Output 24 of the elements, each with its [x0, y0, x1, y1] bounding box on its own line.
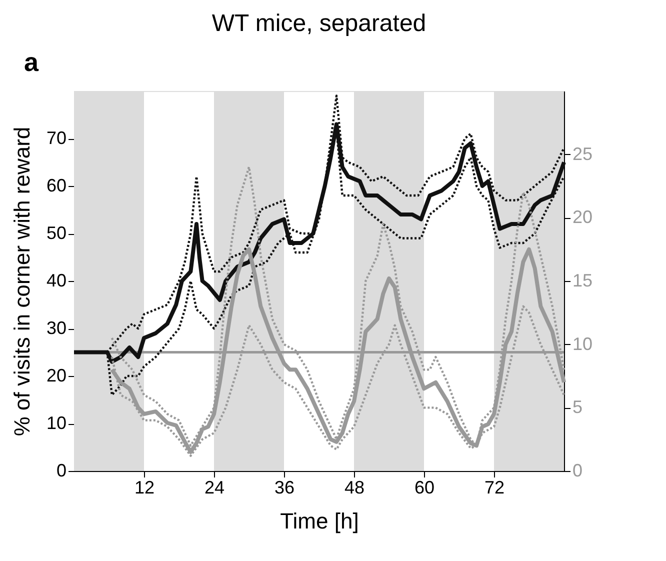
x-tick-label: 72	[484, 478, 505, 498]
y2-tick-label: 20	[572, 207, 593, 228]
y-tick-label: 60	[46, 176, 66, 196]
x-tick-label: 60	[414, 478, 435, 498]
y-tick-label: 70	[46, 128, 66, 148]
x-tick-label: 48	[344, 478, 365, 498]
y-axis-title: % of visits in corner with reward	[9, 126, 34, 436]
y-tick-label: 0	[56, 460, 66, 480]
y-tick-label: 20	[46, 366, 66, 386]
x-axis-title: Time [h]	[280, 508, 359, 534]
y2-tick-label: 25	[572, 144, 593, 164]
x-tick-label: 12	[134, 478, 155, 498]
y-tick-label: 10	[46, 413, 66, 433]
y-tick-label: 50	[46, 223, 66, 243]
chart-title: WT mice, separated	[212, 10, 426, 37]
y-tick-label: 30	[46, 318, 66, 338]
x-tick-label: 24	[204, 478, 225, 498]
x-tick-label: 36	[274, 478, 295, 498]
y2-tick-label: 10	[572, 334, 593, 354]
y2-tick-label: 0	[572, 460, 583, 480]
text: a	[24, 47, 39, 77]
y2-tick-label: 15	[572, 270, 593, 290]
y-tick-label: 40	[46, 270, 66, 290]
y2-tick-label: 5	[572, 397, 583, 418]
